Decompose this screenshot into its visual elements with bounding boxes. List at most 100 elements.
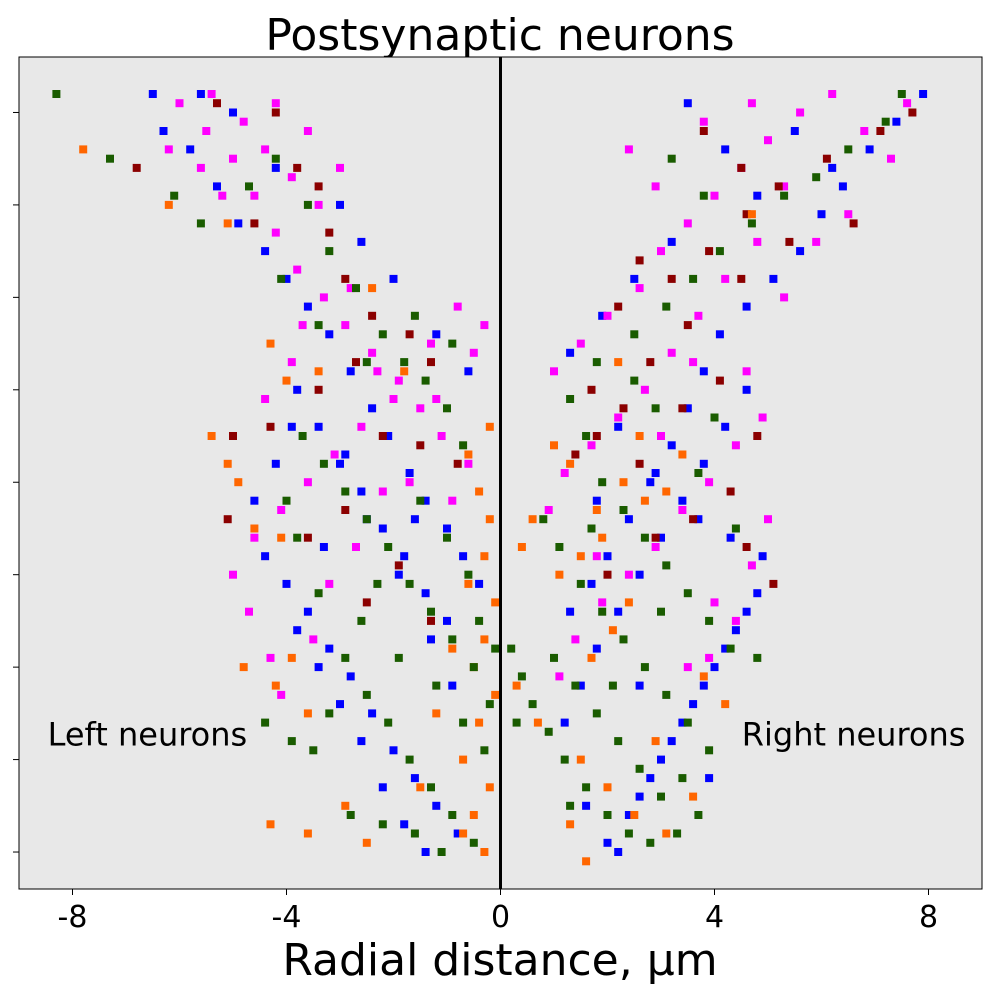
left-neurons-label: Left neurons bbox=[48, 716, 248, 754]
data-point bbox=[753, 432, 762, 440]
data-point bbox=[689, 792, 698, 801]
data-point bbox=[662, 487, 671, 496]
data-point bbox=[357, 616, 366, 625]
data-point bbox=[753, 191, 762, 200]
data-point bbox=[427, 635, 435, 644]
data-point bbox=[876, 127, 885, 135]
data-point bbox=[507, 644, 516, 653]
data-point bbox=[667, 237, 676, 246]
data-point bbox=[314, 385, 323, 394]
data-point bbox=[319, 293, 328, 302]
data-point bbox=[747, 99, 756, 108]
data-point bbox=[368, 284, 377, 293]
data-point bbox=[357, 487, 366, 496]
data-point bbox=[683, 321, 692, 330]
data-point bbox=[721, 700, 730, 709]
data-point bbox=[582, 783, 591, 792]
data-point bbox=[394, 570, 403, 579]
data-point bbox=[314, 367, 323, 376]
data-point bbox=[646, 478, 655, 487]
data-point bbox=[630, 811, 639, 819]
data-point bbox=[576, 339, 585, 348]
data-point bbox=[234, 478, 243, 487]
data-point bbox=[555, 672, 564, 681]
data-point bbox=[603, 811, 612, 819]
data-point bbox=[443, 404, 451, 413]
data-point bbox=[747, 219, 756, 228]
data-point bbox=[394, 376, 403, 385]
data-point bbox=[421, 376, 430, 385]
data-point bbox=[550, 653, 558, 662]
data-point bbox=[132, 163, 141, 172]
data-point bbox=[416, 404, 425, 413]
data-point bbox=[416, 783, 425, 792]
data-point bbox=[576, 552, 585, 561]
data-point bbox=[362, 358, 371, 367]
data-point bbox=[667, 441, 676, 450]
data-point bbox=[555, 543, 564, 551]
data-point bbox=[314, 200, 323, 209]
data-point bbox=[464, 367, 473, 376]
data-point bbox=[715, 330, 724, 339]
data-point bbox=[223, 459, 232, 468]
data-point bbox=[475, 616, 484, 625]
data-point bbox=[357, 737, 366, 746]
data-point bbox=[528, 515, 537, 524]
data-point bbox=[303, 533, 312, 542]
data-point bbox=[592, 552, 601, 561]
data-point bbox=[491, 644, 500, 653]
data-point bbox=[437, 848, 446, 856]
data-point bbox=[202, 127, 211, 135]
data-point bbox=[566, 459, 575, 468]
data-point bbox=[427, 616, 435, 625]
data-point bbox=[560, 718, 569, 727]
data-point bbox=[662, 561, 671, 570]
data-point bbox=[464, 570, 473, 579]
data-point bbox=[384, 543, 393, 551]
data-point bbox=[657, 755, 665, 764]
data-point bbox=[822, 154, 831, 163]
data-point bbox=[266, 653, 275, 662]
data-point bbox=[314, 182, 323, 191]
data-point bbox=[624, 570, 633, 579]
data-point bbox=[598, 607, 607, 616]
data-point bbox=[635, 284, 644, 293]
data-point bbox=[303, 607, 312, 616]
data-point bbox=[865, 145, 874, 154]
data-point bbox=[410, 829, 419, 838]
data-point bbox=[459, 718, 468, 727]
data-point bbox=[710, 191, 719, 200]
data-point bbox=[282, 579, 291, 588]
data-point bbox=[838, 182, 847, 191]
data-point bbox=[341, 487, 350, 496]
data-point bbox=[640, 533, 649, 542]
data-point bbox=[903, 99, 912, 108]
data-point bbox=[721, 274, 730, 283]
data-point bbox=[437, 432, 446, 440]
data-point bbox=[651, 543, 660, 551]
data-point bbox=[336, 163, 344, 172]
data-point bbox=[560, 469, 569, 477]
data-point bbox=[469, 348, 478, 357]
data-point bbox=[726, 487, 735, 496]
data-point bbox=[148, 90, 157, 98]
data-point bbox=[405, 330, 414, 339]
data-point bbox=[721, 422, 730, 431]
data-point bbox=[747, 561, 756, 570]
data-point bbox=[277, 533, 286, 542]
data-point bbox=[598, 478, 607, 487]
data-point bbox=[271, 163, 280, 172]
data-point bbox=[555, 570, 564, 579]
data-point bbox=[715, 376, 724, 385]
data-point bbox=[657, 533, 665, 542]
data-point bbox=[550, 367, 558, 376]
data-point bbox=[469, 811, 478, 819]
data-point bbox=[378, 487, 387, 496]
data-point bbox=[271, 108, 280, 117]
data-point bbox=[742, 302, 751, 311]
data-point bbox=[860, 127, 869, 135]
data-point bbox=[699, 459, 708, 468]
data-point bbox=[683, 404, 692, 413]
data-point bbox=[657, 607, 665, 616]
